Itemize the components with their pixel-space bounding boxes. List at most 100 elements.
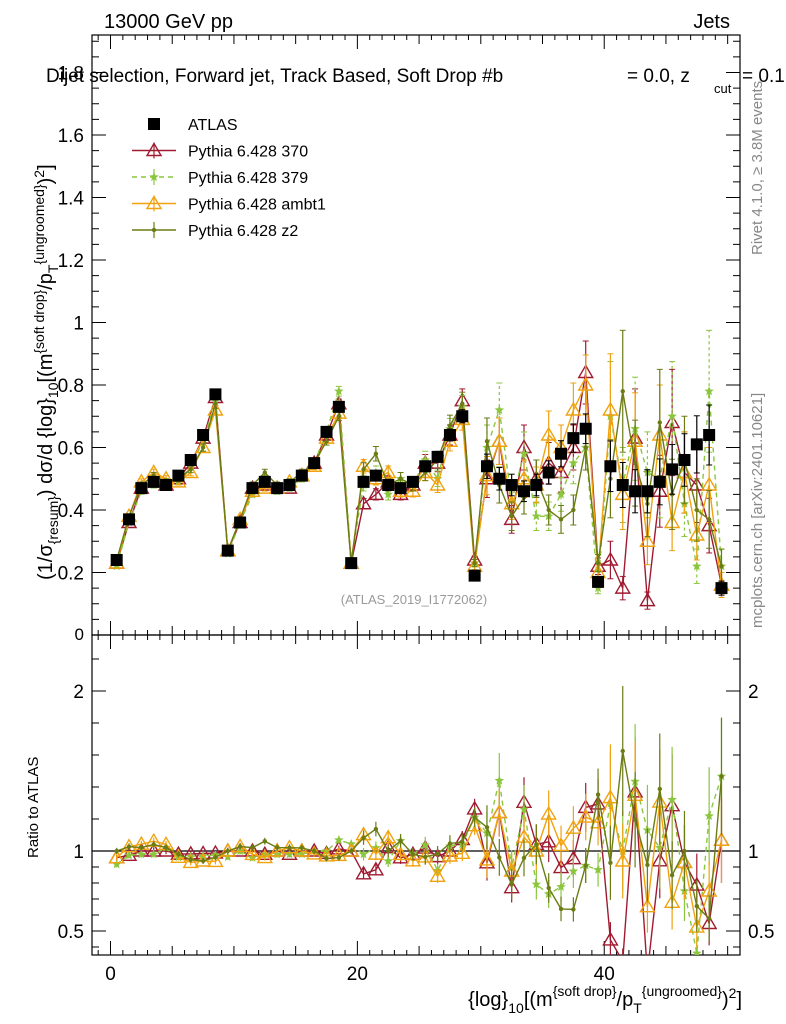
data-point — [666, 463, 679, 476]
data-point — [262, 470, 267, 475]
data-point — [704, 386, 714, 396]
data-point — [555, 447, 568, 460]
ratio-point — [342, 842, 360, 857]
ratio-point — [324, 856, 329, 861]
data-point — [639, 592, 656, 607]
ratio-point — [478, 851, 496, 866]
data-point — [429, 476, 446, 491]
ratio-point — [552, 837, 570, 852]
ratio-point — [719, 774, 724, 779]
data-point — [494, 405, 505, 414]
ratio-point — [120, 838, 138, 853]
ratio-point — [534, 842, 539, 847]
ratio-point — [620, 748, 625, 754]
ratio-point — [334, 835, 344, 845]
ratio-point — [460, 839, 465, 845]
data-point — [394, 482, 407, 495]
x-axis-label: {log}10[(m{soft drop}/pT{ungroomed})2] — [468, 983, 742, 1016]
ratio-point — [293, 842, 311, 857]
data-point — [308, 457, 321, 470]
ratio-point — [621, 952, 625, 955]
ratio-point — [540, 833, 557, 848]
data-point — [431, 450, 444, 463]
ratio-point — [519, 804, 529, 814]
data-point — [567, 432, 580, 445]
data-point — [367, 485, 385, 501]
plot-title: Dijet selection, Forward jet, Track Base… — [46, 66, 785, 96]
ratio-point — [149, 849, 159, 859]
ratio-point — [380, 829, 397, 844]
ratio-point — [509, 882, 514, 887]
data-point — [703, 429, 716, 441]
legend-marker — [149, 172, 159, 181]
x-tick-label: 40 — [594, 964, 615, 985]
y-tick-label: 1.8 — [58, 64, 84, 85]
data-point — [505, 479, 518, 491]
data-point — [373, 451, 379, 456]
data-point — [456, 410, 469, 423]
ratio-point — [694, 903, 699, 909]
data-point — [556, 489, 566, 499]
data-point — [667, 411, 677, 421]
y-tick-label-zero: 0 — [75, 625, 84, 644]
ratio-point — [358, 849, 369, 859]
ratio-point — [114, 848, 119, 854]
ratio-point — [367, 861, 385, 876]
data-point — [571, 507, 576, 513]
data-point — [213, 401, 218, 406]
ratio-series — [108, 686, 730, 955]
ratio-point — [367, 845, 385, 860]
legend-label: Pythia 6.428 z2 — [188, 223, 298, 240]
process-label: Jets — [693, 11, 730, 33]
ratio-point — [447, 841, 453, 846]
data-point — [258, 475, 271, 488]
legend-marker — [145, 142, 163, 157]
ratio-point — [546, 885, 551, 891]
data-point — [690, 438, 703, 451]
legend-marker — [151, 227, 157, 233]
data-point — [616, 479, 629, 491]
ratio-point — [383, 856, 393, 865]
ratio-point — [108, 849, 125, 864]
ratio-point — [645, 862, 650, 868]
data-point — [406, 475, 419, 488]
data-point — [518, 485, 530, 498]
y-tick-label: 1 — [73, 314, 84, 335]
data-point — [184, 454, 197, 466]
ratio-point — [284, 849, 295, 859]
ratio-point — [207, 853, 224, 868]
data-point — [443, 429, 456, 441]
title-sub: cut — [714, 81, 732, 96]
data-point — [568, 458, 579, 468]
data-point — [246, 482, 259, 495]
ratio-line — [116, 795, 723, 930]
ratio-point — [669, 872, 675, 878]
ratio-point — [692, 948, 702, 955]
ratio-point — [404, 852, 422, 867]
data-point — [283, 479, 296, 491]
data-point — [602, 401, 619, 416]
data-point — [295, 469, 308, 482]
ratio-point — [361, 835, 366, 841]
ratio-point — [556, 881, 566, 891]
ratio-point — [373, 826, 379, 832]
y-tick-label: 1.2 — [58, 251, 84, 272]
ratio-point — [398, 838, 403, 843]
ratio-point — [268, 842, 286, 857]
ratio-point — [704, 811, 714, 820]
data-point — [519, 448, 529, 458]
energy-label: 13000 GeV pp — [104, 11, 233, 33]
data-point — [595, 560, 601, 566]
ratio-point — [111, 859, 122, 869]
data-point — [460, 401, 465, 406]
ratio-point — [136, 849, 147, 859]
ratio-point — [299, 845, 305, 851]
data-point — [530, 479, 543, 491]
ratio-point — [311, 848, 317, 854]
data-point — [334, 386, 344, 396]
data-point — [345, 557, 358, 570]
ratio-point — [472, 815, 477, 820]
data-point — [382, 479, 395, 491]
ratio-point — [608, 860, 613, 866]
data-point — [361, 467, 366, 472]
